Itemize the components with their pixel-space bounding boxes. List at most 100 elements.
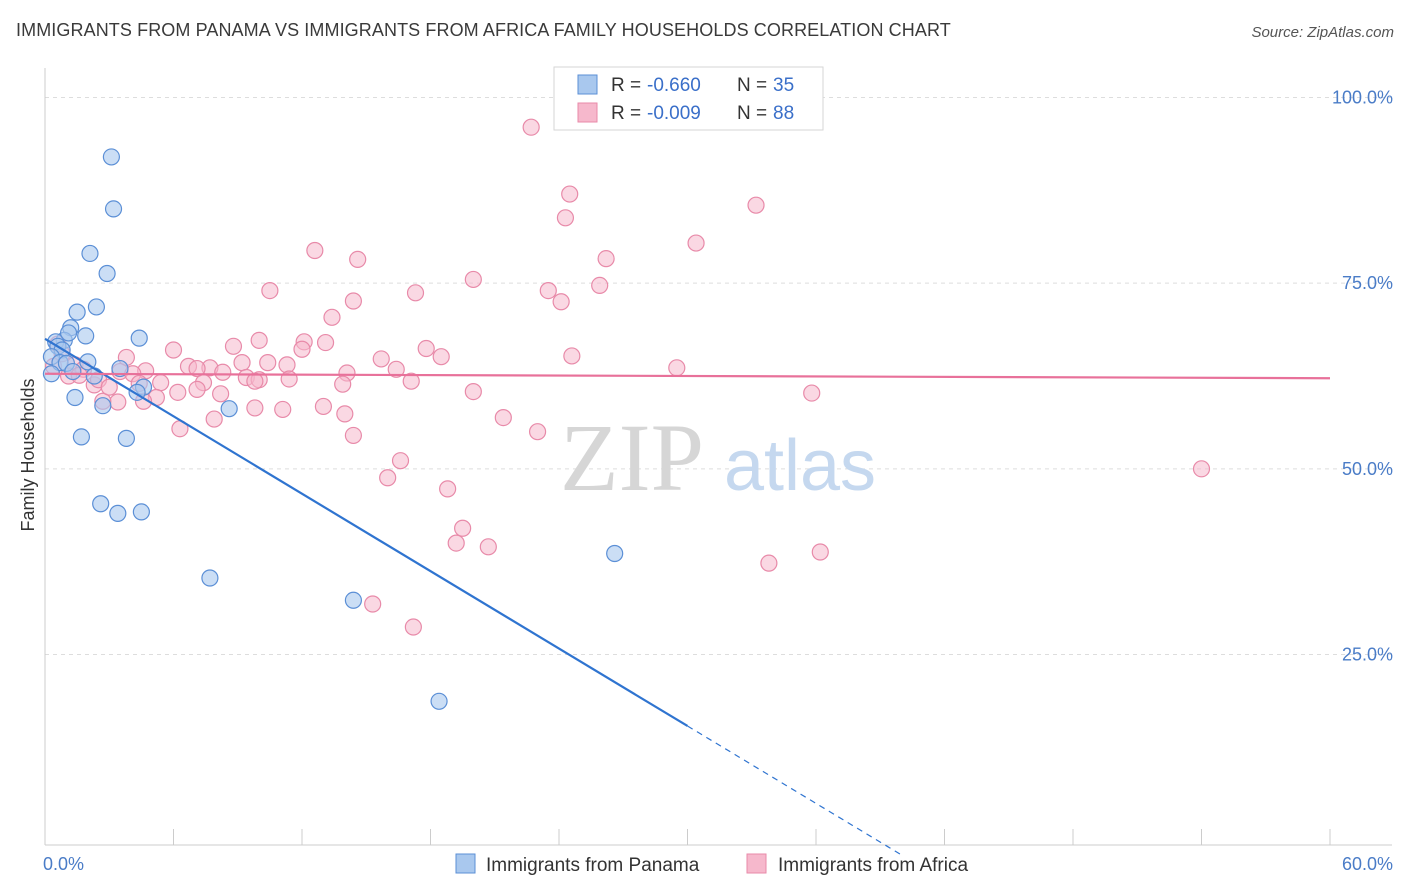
panama-point — [117, 429, 135, 447]
africa-point — [306, 241, 324, 260]
stats-legend: R = -0.660 N = 35 R = -0.009 N = 88 — [553, 66, 824, 131]
panama-point — [130, 329, 148, 347]
panama-point — [64, 362, 82, 381]
africa-point — [278, 356, 296, 374]
africa-point — [316, 333, 335, 352]
africa-point — [109, 393, 127, 411]
africa-point — [152, 374, 170, 392]
panama-point — [92, 495, 110, 513]
africa-point — [464, 270, 482, 289]
africa-point — [188, 380, 206, 398]
y-axis-title: Family Households — [18, 378, 38, 531]
africa-point — [406, 284, 425, 302]
africa-point — [552, 293, 570, 311]
africa-point — [293, 340, 311, 358]
panama-point — [94, 397, 112, 415]
panama-point — [344, 591, 362, 609]
africa-point — [494, 408, 512, 427]
africa-point — [169, 383, 187, 401]
africa-point — [164, 341, 183, 359]
africa-point — [387, 360, 405, 378]
chart-title: IMMIGRANTS FROM PANAMA VS IMMIGRANTS FRO… — [16, 20, 951, 40]
africa-point — [100, 378, 118, 396]
panama-point — [81, 244, 99, 263]
stats-legend-box — [553, 66, 824, 131]
africa-point — [439, 480, 457, 498]
trendlines — [44, 337, 1331, 856]
legend-swatch-panama — [455, 853, 476, 874]
africa-point — [246, 372, 264, 390]
africa-point — [803, 384, 821, 402]
africa-n-value: 88 — [773, 103, 794, 124]
africa-point — [336, 405, 354, 423]
watermark-atlas: atlas — [724, 426, 876, 506]
africa-point — [233, 354, 251, 372]
africa-point — [246, 399, 264, 417]
panama-point — [606, 544, 624, 563]
x-tick-label-min: 0.0% — [43, 854, 84, 874]
panama-point — [68, 303, 86, 321]
legend-label-panama: Immigrants from Panama — [486, 855, 700, 876]
panama-point — [109, 504, 127, 522]
africa-point — [811, 543, 829, 561]
africa-trendline — [44, 372, 1331, 380]
africa-point — [432, 348, 450, 366]
panama-point — [98, 264, 116, 283]
africa-point — [417, 339, 435, 358]
africa-point — [364, 595, 382, 613]
africa-point — [314, 397, 333, 416]
panama-point — [430, 692, 448, 710]
panama-point — [87, 298, 106, 316]
panama-point — [85, 367, 103, 385]
africa-point — [760, 554, 778, 572]
africa-point — [212, 385, 230, 403]
panama-n-label: N = — [737, 75, 767, 96]
africa-point — [402, 372, 420, 390]
africa-point — [561, 185, 579, 203]
africa-point — [274, 400, 292, 419]
africa-point — [563, 347, 581, 365]
africa-point — [1192, 460, 1211, 478]
africa-point — [344, 292, 362, 310]
y-tick-label: 25.0% — [1342, 645, 1393, 665]
panama-points — [42, 148, 624, 710]
panama-point — [72, 428, 91, 446]
africa-point — [214, 363, 232, 381]
panama-point — [104, 200, 123, 218]
y-tick-label: 100.0% — [1332, 88, 1393, 108]
watermark-zip: ZIP — [560, 404, 704, 511]
panama-point — [111, 359, 129, 378]
africa-point — [404, 618, 422, 636]
africa-point — [687, 234, 705, 252]
africa-point — [349, 250, 367, 269]
africa-point — [323, 308, 341, 326]
africa-point — [597, 250, 615, 268]
africa-point — [224, 337, 243, 355]
panama-n-value: 35 — [773, 75, 794, 96]
watermark: ZIP atlas — [560, 404, 876, 511]
africa-point — [379, 469, 397, 487]
panama-trendline-extension — [687, 725, 902, 856]
africa-r-label: R = — [611, 103, 641, 124]
africa-point — [447, 534, 465, 552]
africa-point — [528, 423, 547, 441]
panama-point — [59, 324, 78, 342]
africa-point — [747, 196, 765, 214]
panama-legend-swatch — [577, 74, 598, 95]
africa-legend-swatch — [577, 102, 598, 123]
africa-r-value: -0.009 — [647, 103, 701, 124]
africa-point — [591, 276, 609, 294]
africa-point — [556, 209, 575, 227]
axes — [44, 68, 1392, 846]
africa-point — [391, 452, 410, 470]
panama-point — [201, 569, 219, 587]
africa-n-label: N = — [737, 103, 767, 124]
africa-point — [205, 410, 223, 428]
series-legend: Immigrants from Panama Immigrants from A… — [455, 853, 968, 876]
panama-r-value: -0.660 — [647, 75, 701, 96]
africa-point — [250, 331, 268, 349]
tick-labels: 100.0% 75.0% 50.0% 25.0% 0.0% 60.0% — [43, 88, 1393, 875]
africa-point — [259, 354, 277, 372]
panama-point — [220, 400, 238, 418]
